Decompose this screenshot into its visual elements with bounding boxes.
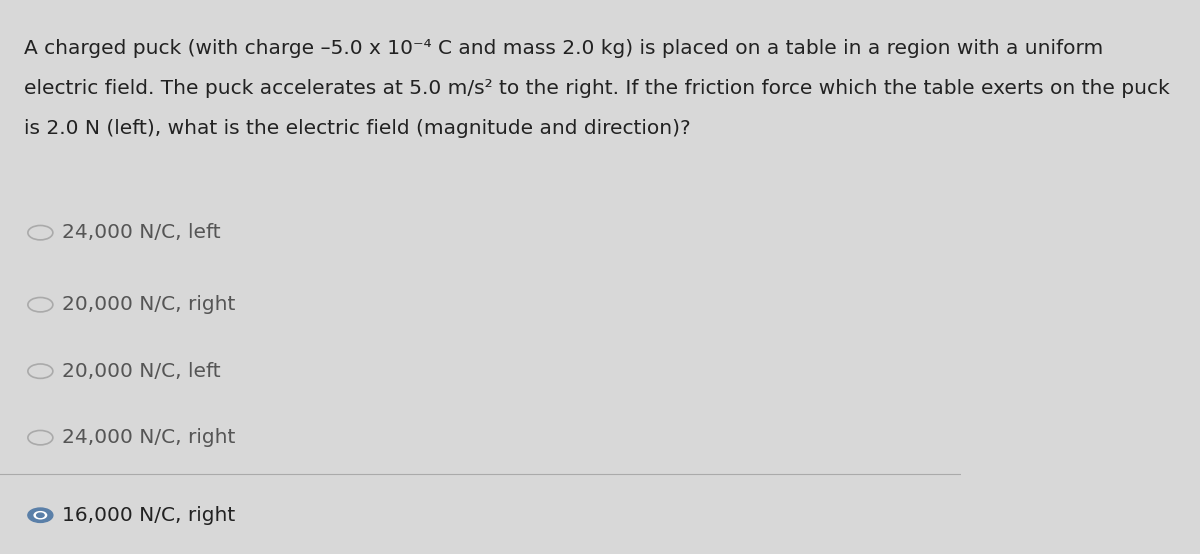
Circle shape bbox=[37, 513, 44, 517]
Circle shape bbox=[28, 508, 53, 522]
Text: 20,000 N/C, left: 20,000 N/C, left bbox=[62, 362, 221, 381]
Text: 20,000 N/C, right: 20,000 N/C, right bbox=[62, 295, 236, 314]
Text: is 2.0 N (left), what is the electric field (magnitude and direction)?: is 2.0 N (left), what is the electric fi… bbox=[24, 119, 691, 137]
Text: electric field. The puck accelerates at 5.0 m/s² to the right. If the friction f: electric field. The puck accelerates at … bbox=[24, 79, 1170, 98]
Text: 24,000 N/C, left: 24,000 N/C, left bbox=[62, 223, 221, 242]
Text: A charged puck (with charge –5.0 x 10⁻⁴ C and mass 2.0 kg) is placed on a table : A charged puck (with charge –5.0 x 10⁻⁴ … bbox=[24, 39, 1103, 58]
Text: 16,000 N/C, right: 16,000 N/C, right bbox=[62, 506, 235, 525]
Circle shape bbox=[34, 512, 47, 519]
Text: 24,000 N/C, right: 24,000 N/C, right bbox=[62, 428, 236, 447]
